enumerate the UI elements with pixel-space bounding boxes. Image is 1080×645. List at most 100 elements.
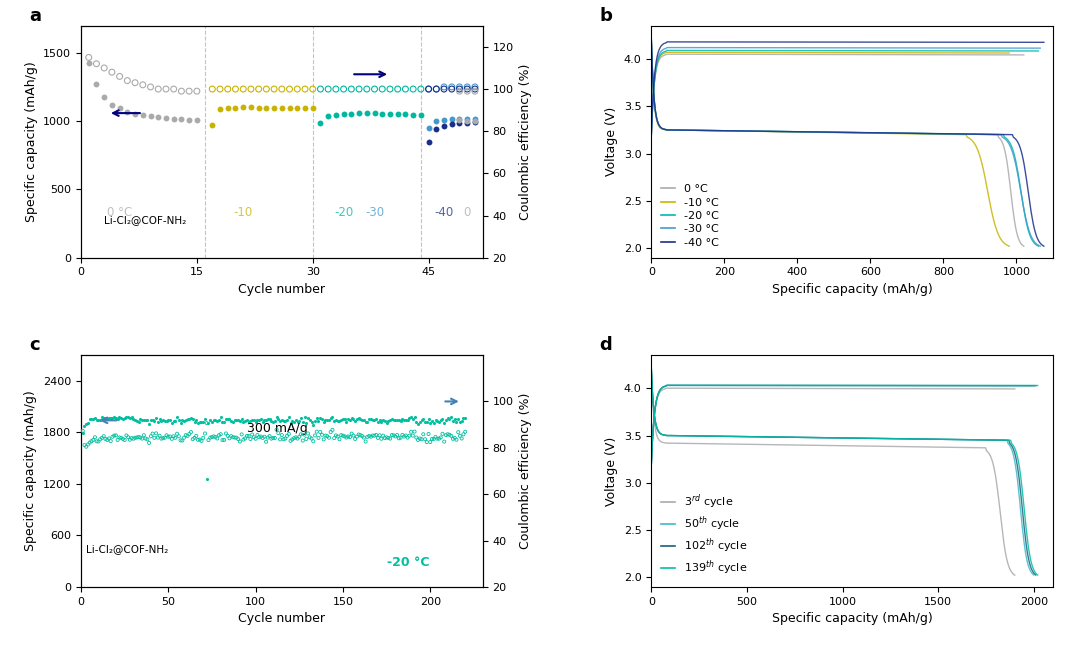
Point	[148, 428, 165, 439]
Point	[95, 413, 112, 423]
Point	[338, 417, 355, 427]
Point	[193, 436, 211, 446]
Text: a: a	[29, 7, 41, 25]
Point	[437, 415, 455, 425]
Point	[380, 416, 397, 426]
Point	[93, 433, 110, 443]
Point	[183, 413, 200, 423]
Point	[219, 431, 237, 441]
Point	[179, 431, 197, 441]
Point	[443, 412, 460, 422]
Point	[459, 115, 476, 126]
Point	[333, 430, 350, 441]
Point	[151, 413, 168, 424]
Point	[188, 115, 205, 125]
Point	[240, 431, 257, 441]
Point	[204, 120, 221, 130]
Point	[193, 417, 211, 427]
Point	[107, 412, 124, 422]
Point	[399, 432, 416, 442]
Y-axis label: Coulombic efficiency (%): Coulombic efficiency (%)	[519, 64, 532, 220]
Point	[270, 414, 287, 424]
Point	[375, 430, 392, 441]
Point	[112, 433, 130, 443]
Point	[248, 415, 266, 426]
Point	[146, 433, 163, 443]
Point	[324, 424, 341, 435]
Point	[230, 434, 247, 444]
Point	[98, 435, 116, 445]
Point	[226, 432, 243, 442]
Point	[219, 84, 237, 94]
Point	[109, 414, 126, 424]
Point	[230, 415, 247, 426]
Point	[205, 432, 222, 442]
Point	[234, 417, 252, 427]
Point	[374, 84, 391, 94]
Point	[165, 416, 183, 426]
Point	[284, 434, 301, 444]
Point	[280, 412, 297, 422]
Point	[310, 433, 327, 443]
Point	[154, 415, 172, 425]
Point	[104, 432, 121, 442]
Point	[149, 417, 166, 427]
Point	[158, 84, 175, 94]
Point	[76, 421, 93, 431]
Point	[373, 417, 390, 427]
Point	[348, 414, 365, 424]
Point	[383, 430, 401, 441]
Point	[120, 412, 137, 422]
Point	[441, 413, 458, 424]
Point	[294, 435, 311, 446]
Point	[434, 429, 451, 439]
Point	[258, 84, 275, 94]
Point	[411, 417, 429, 427]
Point	[347, 415, 364, 426]
Point	[134, 415, 151, 426]
Point	[151, 431, 168, 441]
Point	[140, 438, 158, 448]
Point	[427, 432, 444, 442]
Text: Li-Cl₂@COF-NH₂: Li-Cl₂@COF-NH₂	[86, 544, 168, 554]
Point	[394, 430, 411, 440]
Point	[305, 84, 322, 94]
Point	[219, 103, 237, 114]
Point	[111, 432, 129, 442]
Point	[271, 434, 288, 444]
Point	[165, 431, 183, 441]
Point	[184, 434, 201, 444]
Point	[273, 430, 291, 441]
Point	[357, 437, 375, 447]
Point	[188, 86, 205, 96]
Point	[89, 415, 106, 426]
Point	[389, 415, 406, 425]
Point	[361, 413, 378, 424]
Y-axis label: Voltage (V): Voltage (V)	[605, 107, 619, 176]
Point	[165, 114, 183, 124]
Point	[336, 414, 353, 424]
Point	[335, 84, 352, 94]
Point	[79, 439, 96, 450]
Point	[459, 84, 476, 94]
Point	[183, 427, 200, 437]
Point	[418, 417, 435, 428]
Point	[171, 431, 188, 441]
Point	[173, 86, 190, 96]
Point	[81, 414, 98, 424]
Point	[172, 418, 189, 428]
Point	[450, 84, 468, 94]
Point	[205, 414, 222, 424]
Point	[234, 84, 252, 94]
Point	[369, 417, 387, 427]
Point	[339, 432, 356, 442]
Point	[343, 428, 361, 439]
Point	[129, 416, 146, 426]
Point	[120, 432, 137, 442]
Point	[240, 417, 257, 427]
Point	[434, 414, 451, 424]
Point	[420, 84, 437, 94]
Point	[407, 432, 424, 442]
Point	[172, 435, 189, 446]
Point	[420, 84, 437, 94]
